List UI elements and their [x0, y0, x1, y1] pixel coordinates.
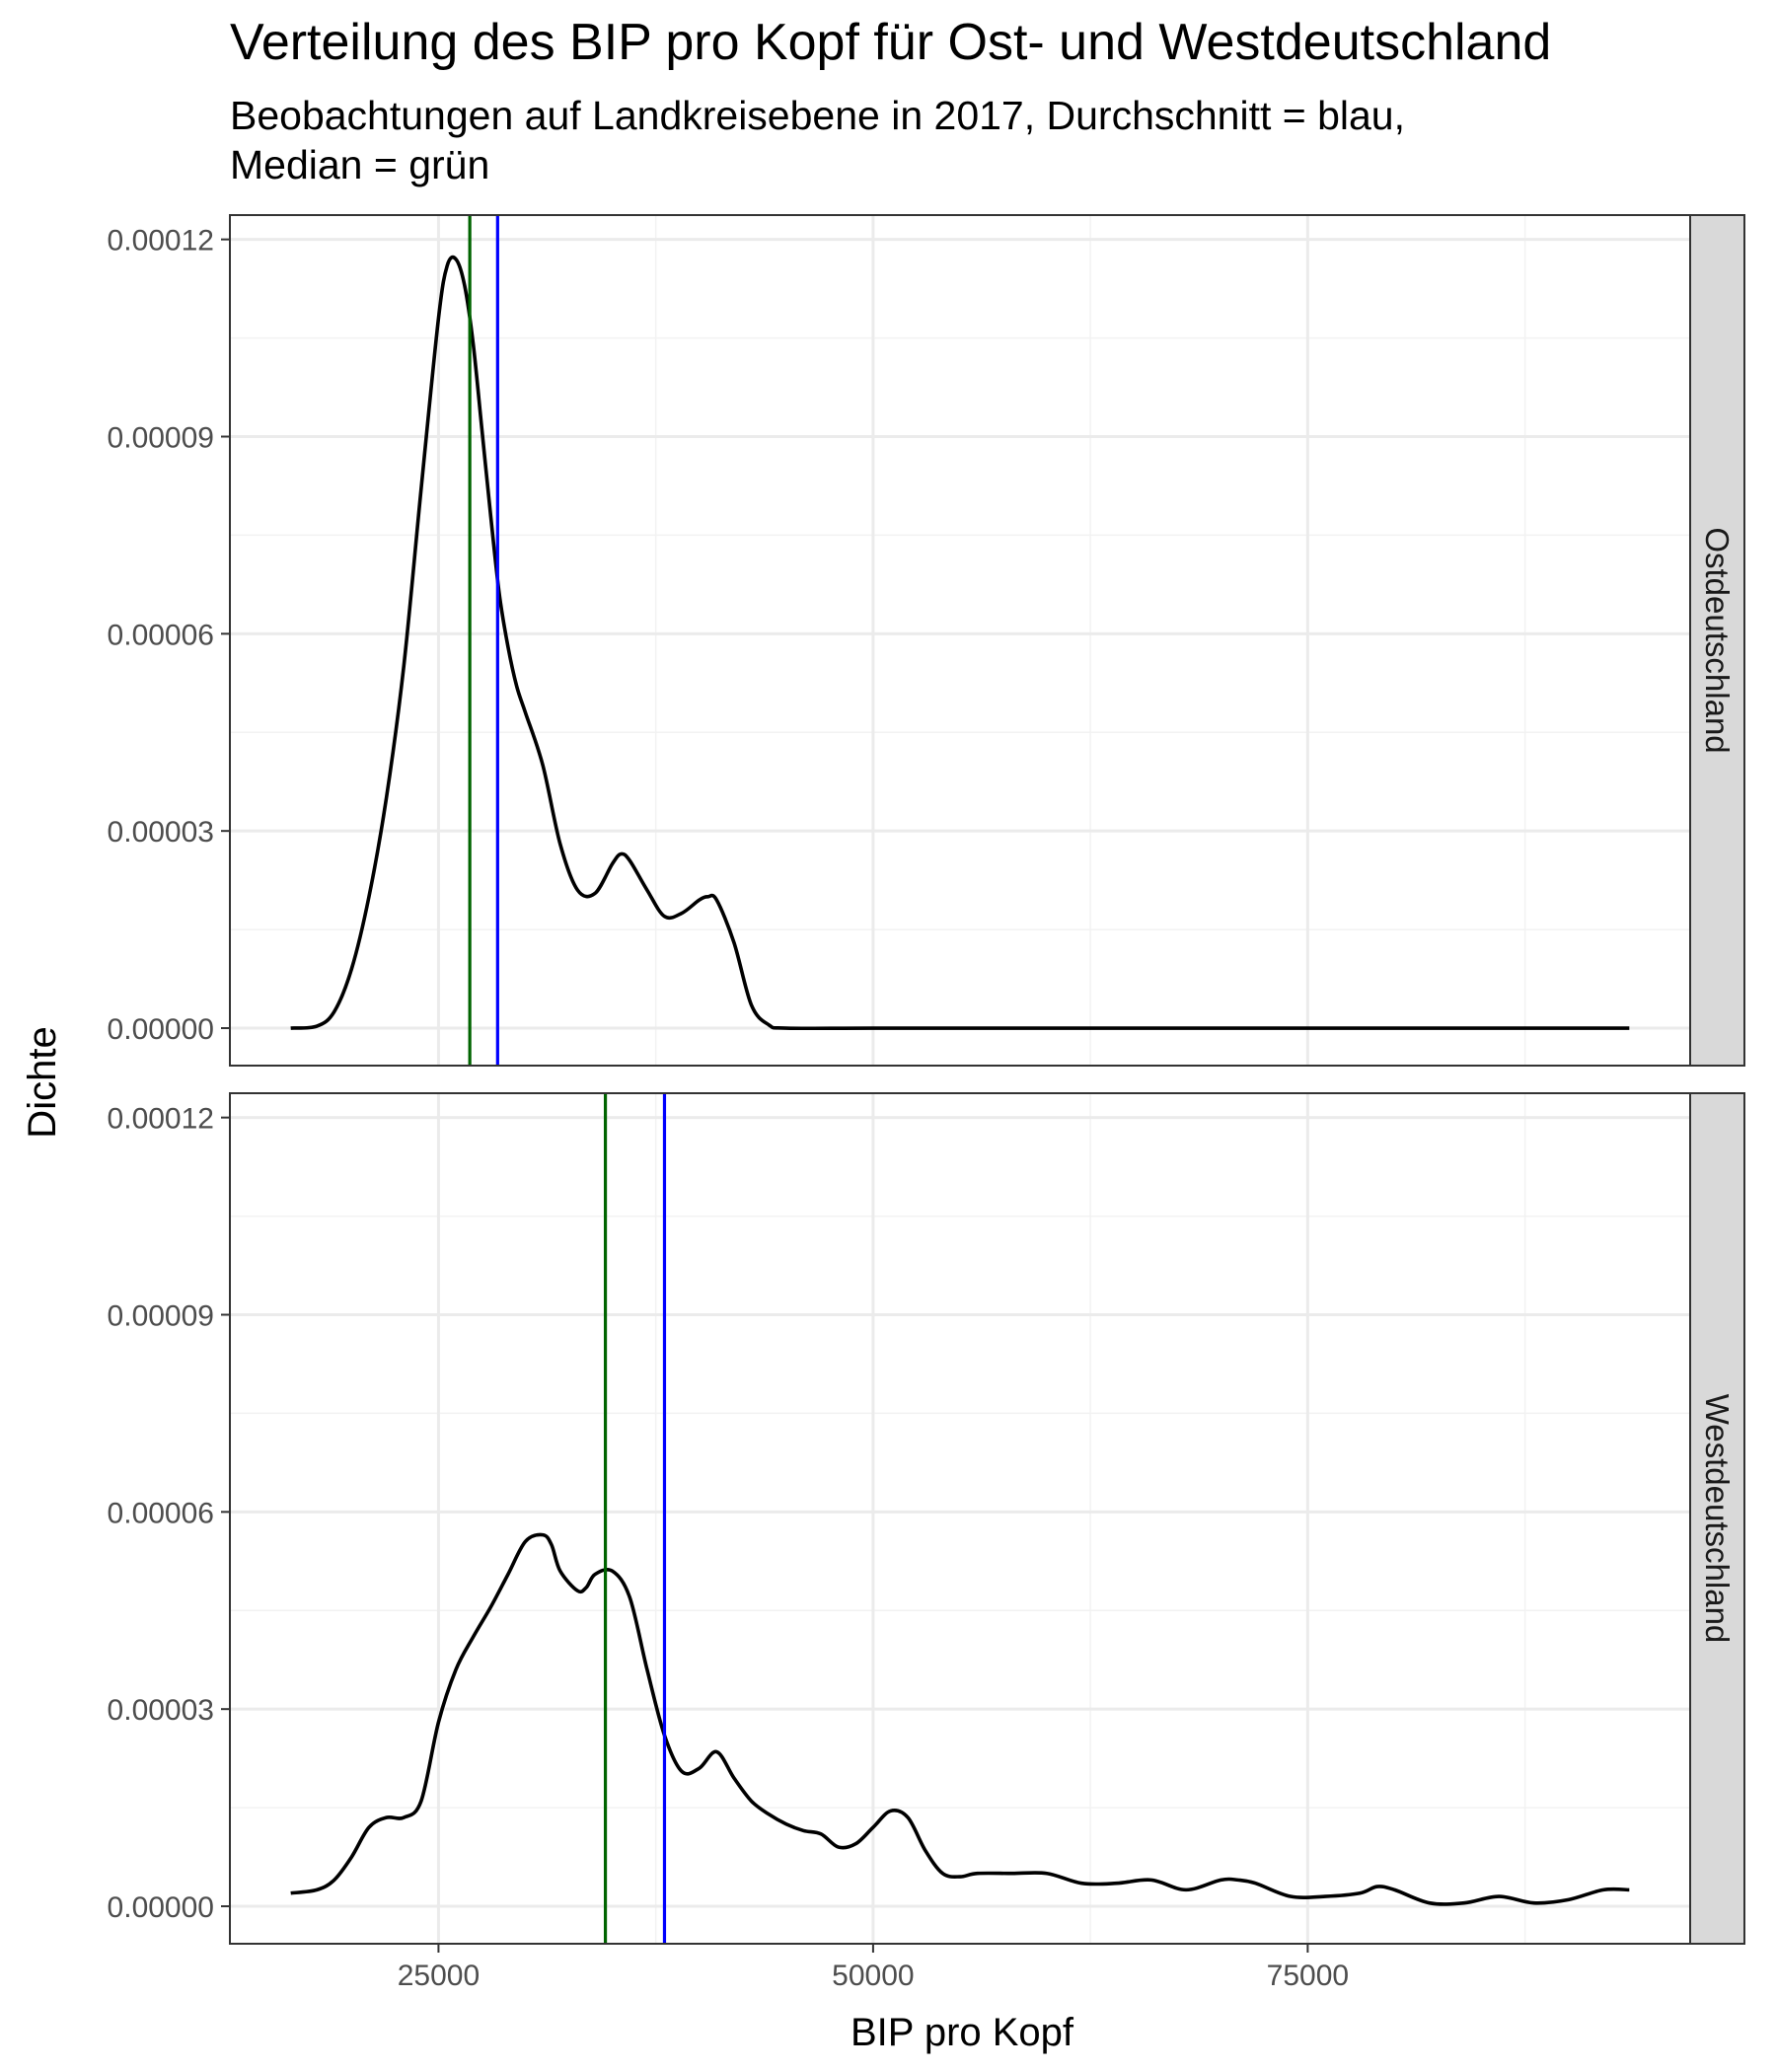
y-tick-label: 0.00009: [108, 1299, 214, 1332]
y-axis-title: Dichte: [21, 1026, 64, 1138]
x-tick-label: 50000: [832, 1960, 914, 1992]
panel-background: [230, 1093, 1690, 1944]
y-tick-label: 0.00006: [108, 1497, 214, 1529]
facet-strip-label: Westdeutschland: [1699, 1394, 1736, 1644]
y-tick-label: 0.00003: [108, 816, 214, 849]
facet-panel-1: 0.00000 0.00003 0.00006 0.00009 0.00012 Ostde…: [108, 214, 1745, 1067]
y-tick-label: 0.00003: [108, 1694, 214, 1727]
chart-title: Verteilung des BIP pro Kopf für Ost- und…: [230, 14, 1551, 71]
x-tick-label: 25000: [398, 1960, 480, 1992]
y-tick-label: 0.00009: [108, 421, 214, 454]
panel-background: [230, 215, 1690, 1066]
x-axis-title: BIP pro Kopf: [851, 2011, 1074, 2054]
facet-strip: [1689, 214, 1745, 1067]
chart-subtitle-line-2: Median = grün: [230, 142, 489, 187]
x-tick-label: 75000: [1267, 1960, 1349, 1992]
y-tick-label: 0.00012: [108, 1103, 214, 1136]
facet-strip-label: Ostdeutschland: [1699, 527, 1736, 753]
chart-subtitle-line-1: Beobachtungen auf Landkreisebene in 2017…: [230, 93, 1405, 138]
density-line-ostdeutschland: [290, 255, 1630, 1031]
facet-strip: [1689, 1092, 1745, 1945]
density-line-westdeutschland: [290, 1532, 1630, 1906]
facet-panel-2: 0.00000 0.00003 0.00006 0.00009 0.00012 Westd…: [108, 1092, 1745, 1992]
y-tick-label: 0.00000: [108, 1013, 214, 1046]
y-tick-label: 0.00000: [108, 1891, 214, 1924]
y-tick-label: 0.00006: [108, 619, 214, 651]
y-tick-label: 0.00012: [108, 225, 214, 258]
facet-panels: 0.00000 0.00003 0.00006 0.00009 0.00012 Ostde…: [108, 214, 1745, 1992]
